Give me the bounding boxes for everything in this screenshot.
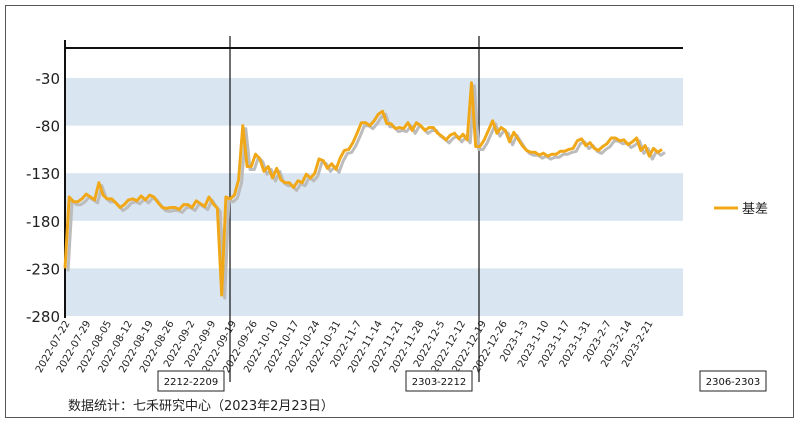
segment-label-box [405,370,473,392]
y-tick-label: -80 [36,118,61,136]
legend[interactable]: 基差 [714,202,768,217]
segment-labels: 2212-2209 2303-2212 2306-2303 [157,370,767,392]
background-band-0 [65,78,683,126]
y-tick-label: -280 [26,308,60,326]
series-line-basis [63,81,663,297]
segment-label: 2212-2209 [164,377,219,388]
background-band-2 [65,268,683,316]
segment-label-box [157,370,225,392]
x-axis-ticks: 2022-07-222022-07-292022-08-052022-08-12… [34,319,656,375]
series-shadow-line [66,84,666,300]
segment-label-box [699,370,767,392]
series-shadow [66,84,666,300]
background-bands [65,78,683,316]
y-axis-ticks: -30 -80 -130 -180 -230 -280 [26,70,60,326]
source-note: 数据统计：七禾研究中心（2023年2月23日） [68,399,334,414]
legend-label-basis: 基差 [742,202,768,217]
y-tick-label: -30 [36,70,61,88]
y-tick-label: -180 [26,213,60,231]
series-lines [63,81,663,297]
y-tick-label: -130 [26,165,60,183]
segment-label: 2306-2303 [706,377,761,388]
segment-label: 2303-2212 [412,377,467,388]
y-tick-label: -230 [26,260,60,278]
background-band-1 [65,173,683,221]
